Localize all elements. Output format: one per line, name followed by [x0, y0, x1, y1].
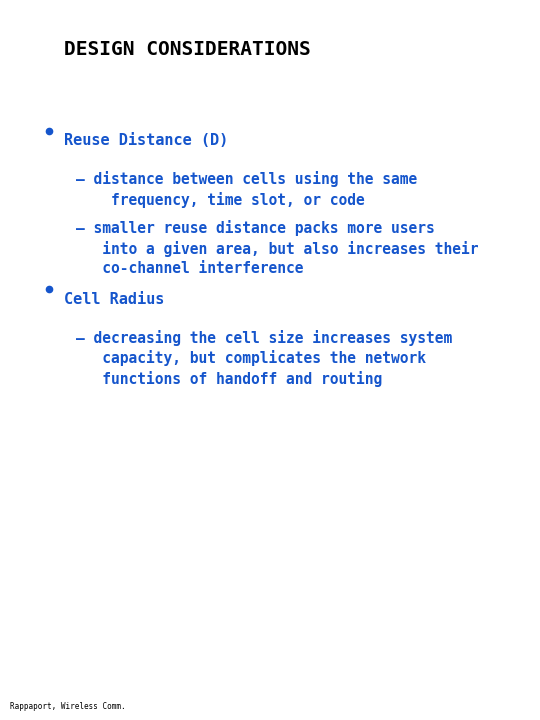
- Text: – decreasing the cell size increases system
   capacity, but complicates the net: – decreasing the cell size increases sys…: [76, 330, 453, 387]
- Text: Rappaport, Wireless Comm.: Rappaport, Wireless Comm.: [10, 703, 125, 711]
- Text: – distance between cells using the same
    frequency, time slot, or code: – distance between cells using the same …: [76, 171, 417, 208]
- Text: Cell Radius: Cell Radius: [64, 292, 164, 307]
- Text: – smaller reuse distance packs more users
   into a given area, but also increas: – smaller reuse distance packs more user…: [76, 220, 478, 276]
- Text: DESIGN CONSIDERATIONS: DESIGN CONSIDERATIONS: [64, 40, 310, 58]
- Text: Reuse Distance (D): Reuse Distance (D): [64, 133, 228, 148]
